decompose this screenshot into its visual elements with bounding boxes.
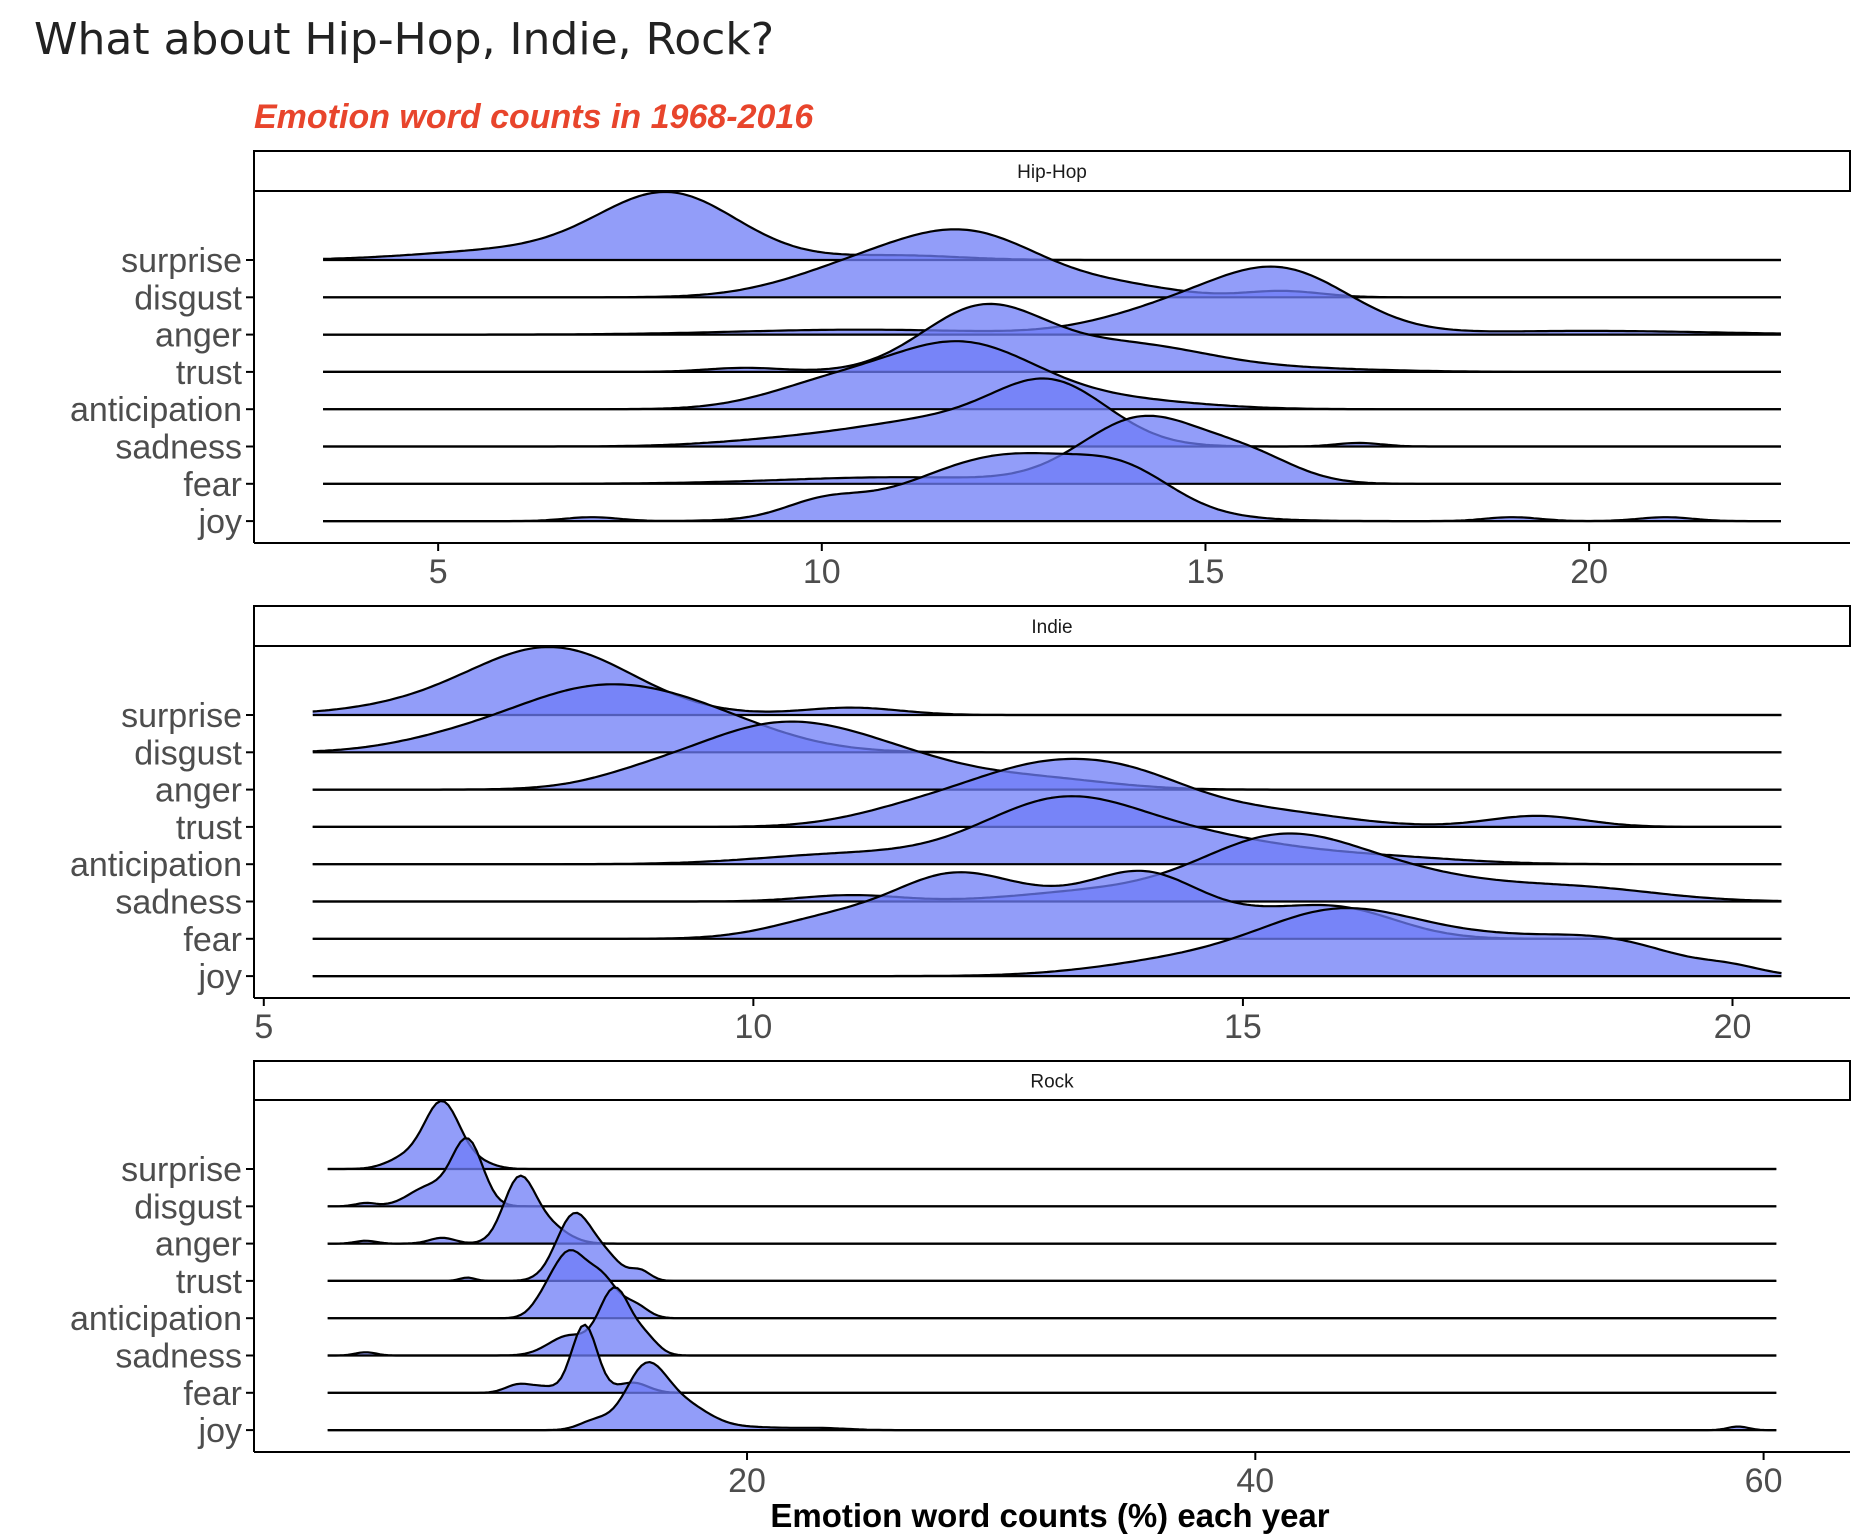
page-title: What about Hip-Hop, Indie, Rock?	[34, 14, 775, 65]
density-fill-fear	[312, 870, 1782, 939]
density-fill-fear	[327, 1324, 1777, 1393]
density-fill-disgust	[323, 229, 1781, 298]
x-tick-label: 20	[728, 1462, 766, 1500]
y-tick-label-anticipation: anticipation	[70, 846, 242, 884]
facet-strip-label: Hip-Hop	[1017, 162, 1087, 183]
density-fill-joy	[327, 1362, 1777, 1431]
y-tick-label-anticipation: anticipation	[70, 1300, 242, 1338]
facet-strip	[253, 1060, 1851, 1101]
density-line-joy	[323, 452, 1781, 523]
density-fill-joy	[323, 453, 1781, 522]
y-tick-label-joy: joy	[198, 1412, 242, 1450]
x-tick-label: 5	[429, 553, 448, 591]
y-tick-label-disgust: disgust	[134, 279, 242, 317]
y-tick-label-trust: trust	[176, 354, 243, 392]
density-fill-sadness	[312, 833, 1782, 902]
y-tick-label-fear: fear	[183, 1375, 242, 1413]
panel-indie: Indie surprisedisgustangertrustanticipati…	[70, 605, 1851, 1046]
y-tick-label-fear: fear	[183, 921, 242, 959]
density-fill-joy	[312, 908, 1782, 977]
density-fill-surprise	[327, 1101, 1777, 1169]
y-tick-label-sadness: sadness	[115, 429, 242, 467]
density-fill-sadness	[327, 1287, 1777, 1356]
panel-rock: Rock surprisedisgustangertrustanticipatio…	[70, 1060, 1851, 1500]
x-tick-label: 20	[1570, 553, 1608, 591]
density-fill-trust	[312, 758, 1782, 827]
y-tick-label-surprise: surprise	[121, 697, 242, 735]
density-line-surprise	[327, 1099, 1777, 1171]
y-tick-label-trust: trust	[176, 809, 243, 847]
y-tick-label-anger: anger	[155, 772, 242, 810]
y-tick-label-joy: joy	[198, 958, 242, 996]
density-fill-disgust	[327, 1138, 1777, 1207]
x-tick-label: 10	[803, 553, 841, 591]
density-fill-trust	[323, 303, 1781, 372]
x-tick-label: 60	[1745, 1462, 1783, 1500]
y-tick-label-disgust: disgust	[134, 1188, 242, 1226]
density-fill-anger	[312, 721, 1782, 790]
facet-strip-label: Indie	[1031, 617, 1072, 638]
y-tick-label-anger: anger	[155, 317, 242, 355]
facet-strip	[253, 605, 1851, 647]
density-fill-anticipation	[312, 796, 1782, 865]
density-line-fear	[327, 1323, 1777, 1394]
x-tick-label: 20	[1714, 1008, 1752, 1046]
y-tick-label-surprise: surprise	[121, 1151, 242, 1189]
density-fill-anticipation	[323, 341, 1781, 410]
facet-panels: Hip-Hopsurprisedisgustangertrustanticipa…	[70, 150, 1851, 1500]
x-tick-label: 15	[1224, 1008, 1262, 1046]
x-tick-label: 5	[254, 1008, 273, 1046]
y-tick-label-fear: fear	[183, 466, 242, 504]
y-tick-label-sadness: sadness	[115, 884, 242, 922]
x-tick-label: 15	[1187, 553, 1225, 591]
x-tick-label: 40	[1236, 1462, 1274, 1500]
density-fill-surprise	[323, 192, 1781, 260]
x-tick-label: 10	[734, 1008, 772, 1046]
y-tick-label-anticipation: anticipation	[70, 391, 242, 429]
density-fill-sadness	[323, 378, 1781, 447]
density-line-disgust	[327, 1137, 1777, 1208]
facet-strip-label: Rock	[1030, 1072, 1074, 1093]
y-tick-label-anger: anger	[155, 1226, 242, 1264]
facet-strip	[253, 150, 1851, 192]
density-fill-disgust	[312, 684, 1782, 753]
y-tick-label-joy: joy	[198, 503, 242, 541]
y-tick-label-disgust: disgust	[134, 734, 242, 772]
y-tick-label-trust: trust	[176, 1263, 243, 1301]
y-tick-label-sadness: sadness	[115, 1338, 242, 1376]
chart-subtitle: Emotion word counts in 1968-2016	[254, 98, 814, 136]
density-line-joy	[327, 1361, 1777, 1432]
y-tick-label-surprise: surprise	[121, 242, 242, 280]
x-axis-title: Emotion word counts (%) each year	[770, 1497, 1329, 1534]
panel-hip-hop: Hip-Hop surprisedisgustangertrustanticipa…	[70, 150, 1851, 591]
